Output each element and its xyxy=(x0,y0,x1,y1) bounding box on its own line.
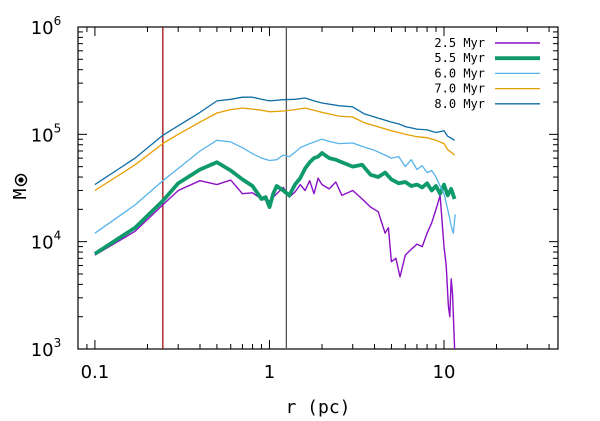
series-line-4 xyxy=(94,96,455,186)
series-layer xyxy=(93,96,457,350)
legend-label-0: 2.5 Myr xyxy=(434,36,485,50)
y-tick-label: 104 xyxy=(31,229,62,254)
y-tick-base: 10 xyxy=(31,125,54,146)
x-axis-label: r (pc) xyxy=(285,397,350,418)
legend-label-3: 7.0 Myr xyxy=(434,82,485,96)
y-tick-label: 105 xyxy=(31,121,62,146)
y-tick-label: 103 xyxy=(31,336,62,361)
x-tick-label: 0.1 xyxy=(81,362,110,383)
x-tick-labels: 0.1 1 10 xyxy=(81,362,456,383)
y-tick-label: 106 xyxy=(31,14,62,39)
series-line-0 xyxy=(94,177,456,350)
x-tick-label: 1 xyxy=(264,362,275,383)
series-line-2 xyxy=(94,138,456,234)
reference-lines xyxy=(162,27,288,349)
legend-label-4: 8.0 Myr xyxy=(434,97,485,111)
y-tick-exponent: 5 xyxy=(54,121,62,135)
x-tick-label: 10 xyxy=(433,362,456,383)
y-tick-exponent: 6 xyxy=(54,14,62,28)
axis-ticks xyxy=(77,26,558,350)
series-line-1 xyxy=(93,151,457,256)
y-tick-base: 10 xyxy=(31,18,54,39)
y-axis-label: M xyxy=(10,188,31,199)
legend-label-2: 6.0 Myr xyxy=(434,66,485,80)
y-tick-exponent: 4 xyxy=(54,229,62,243)
legend-label-1: 5.5 Myr xyxy=(434,51,485,65)
series-line-3 xyxy=(94,107,456,192)
plot-frame xyxy=(77,26,559,350)
y-tick-exponent: 3 xyxy=(54,336,62,350)
y-tick-base: 10 xyxy=(31,340,54,361)
sun-icon xyxy=(14,173,28,187)
y-tick-base: 10 xyxy=(31,233,54,254)
y-axis-label-group: M xyxy=(10,173,31,199)
